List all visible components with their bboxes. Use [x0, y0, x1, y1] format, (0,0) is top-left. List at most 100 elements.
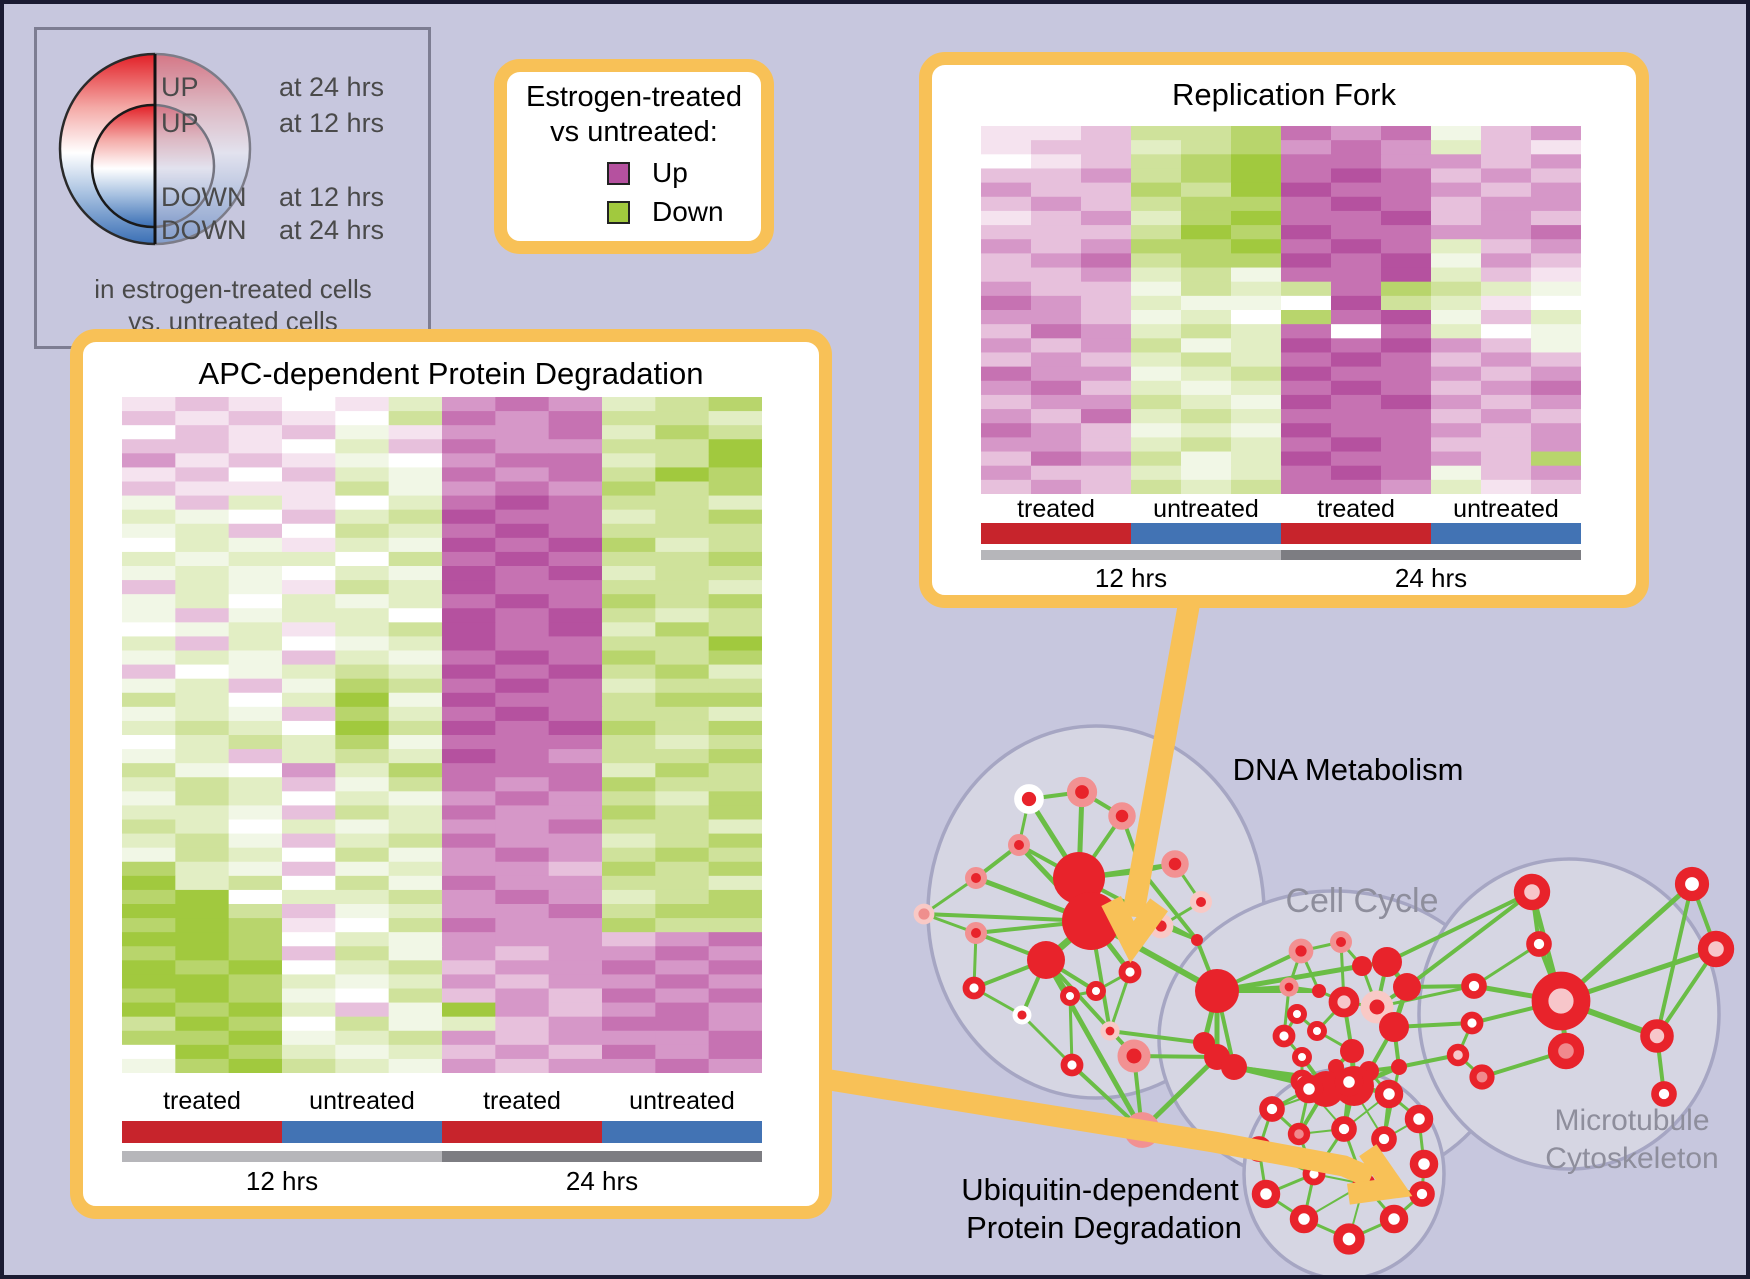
- heatmap-cell: [1281, 479, 1332, 494]
- heatmap-cell: [228, 777, 283, 792]
- heatmap-cell: [1181, 281, 1232, 297]
- network-node: [1461, 973, 1487, 999]
- heatmap-cell: [548, 720, 603, 736]
- heatmap-cell: [335, 467, 390, 482]
- heatmap-cell: [602, 1044, 656, 1060]
- heatmap-cell: [655, 1016, 710, 1032]
- heatmap-cell: [282, 1016, 336, 1032]
- heatmap-cell: [1231, 253, 1282, 269]
- heatmap-cell: [655, 537, 710, 553]
- heatmap-cell: [442, 974, 496, 989]
- heatmap-cell: [655, 763, 710, 778]
- heatmap-cell: [1181, 154, 1232, 169]
- heatmap-cell: [1331, 352, 1382, 368]
- heatmap-cell: [708, 1002, 762, 1018]
- heatmap-cell: [175, 833, 230, 849]
- heatmap-cell: [442, 720, 496, 736]
- heatmap-cell: [335, 875, 390, 891]
- heatmap-cell: [1331, 225, 1382, 240]
- heatmap-cell: [1481, 140, 1532, 155]
- heatmap-cell: [175, 720, 230, 736]
- heatmap-cell: [228, 537, 283, 553]
- rf-cond-untreated-24: untreated: [1453, 495, 1559, 523]
- heatmap-cell: [495, 608, 550, 623]
- heatmap-cell: [282, 988, 336, 1004]
- heatmap-cell: [1481, 352, 1532, 368]
- heatmap-cell: [1031, 338, 1082, 353]
- color-key-item-up: Up: [607, 157, 761, 189]
- heatmap-cell: [1131, 338, 1182, 353]
- heatmap-cell: [655, 566, 710, 581]
- heatmap-cell: [1081, 451, 1132, 467]
- heatmap-cell: [442, 650, 496, 666]
- heatmap-cell: [495, 594, 550, 609]
- heatmap-cell: [1181, 126, 1232, 141]
- heatmap-cell: [1381, 196, 1432, 212]
- heatmap-cell: [548, 678, 603, 694]
- heatmap-cell: [1081, 210, 1132, 226]
- heatmap-cell: [1531, 239, 1581, 254]
- heatmap-cell: [1131, 479, 1182, 494]
- heatmap-cell: [122, 664, 176, 680]
- heatmap-cell: [1431, 140, 1482, 155]
- apc-heatmap: [122, 397, 762, 1073]
- heatmap-cell: [1531, 210, 1581, 226]
- heatmap-cell: [548, 664, 603, 680]
- heatmap-cell: [122, 1044, 176, 1060]
- heatmap-cell: [282, 537, 336, 553]
- heatmap-cell: [1231, 140, 1282, 155]
- apc-panel: APC-dependent Protein Degradation treate…: [70, 329, 832, 1219]
- heatmap-cell: [1381, 253, 1432, 269]
- heatmap-cell: [655, 397, 710, 412]
- heatmap-cell: [1381, 451, 1432, 467]
- heatmap-cell: [655, 735, 710, 750]
- heatmap-cell: [655, 509, 710, 525]
- heatmap-cell: [388, 932, 443, 947]
- heatmap-cell: [548, 735, 603, 750]
- heatmap-cell: [282, 411, 336, 426]
- heatmap-cell: [175, 523, 230, 539]
- heatmap-cell: [1531, 225, 1581, 240]
- heatmap-cell: [1431, 267, 1482, 283]
- heatmap-cell: [602, 974, 656, 989]
- heatmap-cell: [388, 960, 443, 975]
- heatmap-cell: [442, 988, 496, 1004]
- up-label: Up: [652, 157, 688, 188]
- heatmap-cell: [981, 451, 1032, 467]
- heatmap-cell: [1381, 182, 1432, 198]
- heatmap-cell: [655, 819, 710, 835]
- heatmap-cell: [1431, 423, 1482, 438]
- heatmap-cell: [122, 974, 176, 989]
- network-node: [1409, 1149, 1439, 1179]
- heatmap-cell: [495, 425, 550, 440]
- heatmap-cell: [1281, 210, 1332, 226]
- heatmap-cell: [1081, 295, 1132, 311]
- rf-12hrs-bar: [981, 550, 1281, 560]
- heatmap-cell: [1431, 225, 1482, 240]
- heatmap-cell: [282, 594, 336, 609]
- heatmap-cell: [1131, 281, 1182, 297]
- heatmap-cell: [228, 889, 283, 905]
- heatmap-cell: [1531, 253, 1581, 269]
- network-node: [1513, 873, 1551, 911]
- heatmap-cell: [1431, 338, 1482, 353]
- heatmap-cell: [602, 749, 656, 764]
- heatmap-cell: [1031, 310, 1082, 325]
- heatmap-cell: [228, 904, 283, 919]
- heatmap-cell: [1181, 239, 1232, 254]
- heatmap-cell: [335, 946, 390, 961]
- network-edge: [1020, 1013, 1074, 1067]
- heatmap-cell: [175, 537, 230, 553]
- heatmap-cell: [655, 777, 710, 792]
- connector-line: [828, 1069, 1376, 1188]
- heatmap-cell: [1231, 310, 1282, 325]
- heatmap-cell: [981, 380, 1032, 396]
- heatmap-cell: [708, 720, 762, 736]
- heatmap-cell: [442, 425, 496, 440]
- heatmap-cell: [228, 706, 283, 722]
- heatmap-cell: [122, 467, 176, 482]
- heatmap-cell: [1131, 182, 1182, 198]
- network-svg: DNA Metabolism Cell Cycle Microtubule Cy…: [828, 602, 1735, 1275]
- heatmap-cell: [708, 551, 762, 567]
- heatmap-cell: [282, 791, 336, 806]
